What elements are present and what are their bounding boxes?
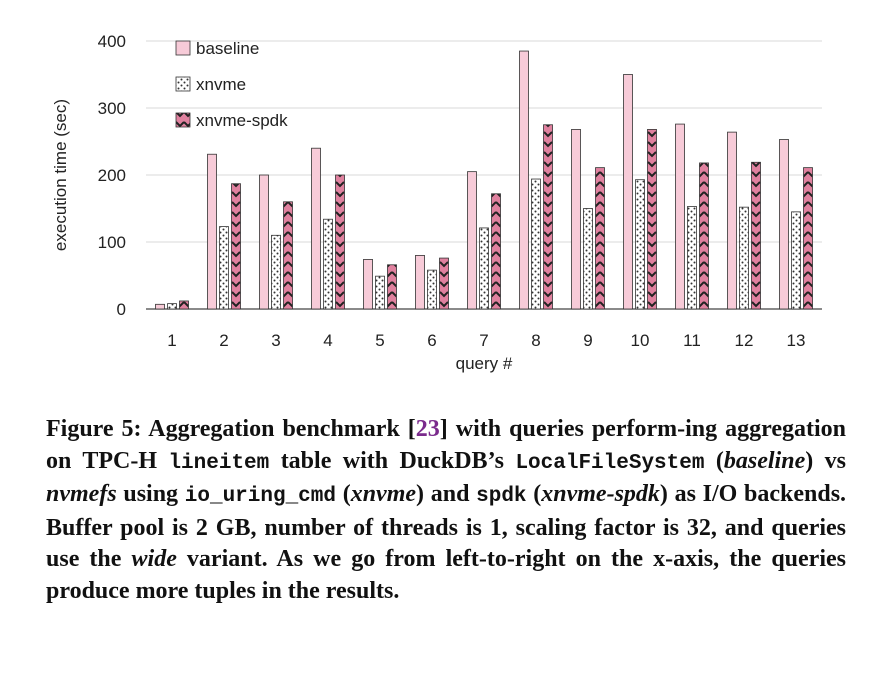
legend: baseline xnvme xnvme-spdk [175, 39, 288, 130]
bar-xnvme-spdk [595, 167, 605, 310]
legend-item-baseline: baseline [175, 39, 259, 58]
bar-baseline [415, 254, 425, 310]
legend-item-xnvme-spdk: xnvme-spdk [175, 111, 288, 130]
bar-baseline [259, 174, 269, 310]
bar-baseline [519, 50, 529, 310]
bar-baseline [155, 303, 165, 310]
bar-xnvme-spdk [335, 174, 345, 310]
bars-group [155, 50, 813, 310]
y-tick-label: 400 [98, 32, 126, 51]
citation-link[interactable]: 23 [415, 416, 440, 442]
bar-xnvme-spdk [491, 193, 501, 310]
x-tick-label: 5 [375, 331, 384, 350]
y-tick-label: 0 [117, 300, 126, 319]
x-tick-label: 4 [323, 331, 332, 350]
x-tick-label: 6 [427, 331, 436, 350]
x-tick-label: 7 [479, 331, 488, 350]
bar-xnvme [687, 206, 697, 310]
bar-baseline [467, 171, 477, 310]
bar-xnvme-spdk [231, 183, 241, 310]
bar-baseline [571, 129, 581, 310]
bar-xnvme-spdk [387, 264, 397, 310]
legend-label: xnvme [196, 75, 246, 94]
x-tick-label: 10 [631, 331, 650, 350]
figure-caption: Figure 5: Aggregation benchmark [23] wit… [46, 416, 847, 604]
bar-xnvme [167, 303, 177, 310]
bar-baseline [675, 123, 685, 310]
bar-xnvme [635, 179, 645, 310]
legend-swatch [175, 112, 191, 128]
y-tick-labels: 0 100 200 300 400 [98, 32, 126, 319]
legend-swatch [175, 76, 191, 92]
bar-xnvme-spdk [647, 129, 657, 310]
bar-baseline [363, 259, 373, 310]
legend-swatch [175, 40, 191, 56]
x-tick-label: 9 [583, 331, 592, 350]
y-tick-label: 200 [98, 166, 126, 185]
x-tick-labels: 1 2 3 4 5 6 7 8 9 10 11 12 13 [167, 331, 805, 350]
bar-xnvme [427, 269, 437, 310]
bar-baseline [311, 147, 321, 310]
bar-baseline [779, 139, 789, 310]
x-tick-label: 8 [531, 331, 540, 350]
bar-xnvme-spdk [283, 201, 293, 310]
bar-xnvme-spdk [699, 162, 709, 310]
x-tick-label: 1 [167, 331, 176, 350]
bar-xnvme [323, 218, 333, 310]
bar-xnvme [219, 226, 229, 310]
bar-xnvme [739, 206, 749, 310]
legend-item-xnvme: xnvme [175, 75, 246, 94]
y-tick-label: 100 [98, 233, 126, 252]
legend-label: xnvme-spdk [196, 111, 288, 130]
bar-xnvme-spdk [543, 124, 553, 310]
bar-xnvme-spdk [751, 161, 761, 310]
bar-xnvme [583, 208, 593, 310]
y-tick-label: 300 [98, 99, 126, 118]
bar-xnvme [375, 275, 385, 310]
x-tick-label: 12 [735, 331, 754, 350]
x-tick-label: 13 [787, 331, 806, 350]
bar-xnvme [479, 227, 489, 310]
bar-xnvme-spdk [439, 257, 449, 310]
bar-xnvme [791, 211, 801, 310]
bar-xnvme [271, 234, 281, 310]
bar-baseline [623, 74, 633, 310]
x-tick-label: 11 [683, 331, 701, 350]
bar-xnvme-spdk [179, 300, 189, 310]
bar-xnvme-spdk [803, 167, 813, 310]
bar-baseline [207, 153, 217, 310]
x-tick-label: 3 [271, 331, 280, 350]
x-tick-label: 2 [219, 331, 228, 350]
bar-xnvme [531, 178, 541, 310]
y-axis-label: execution time (sec) [51, 99, 70, 251]
bar-baseline [727, 131, 737, 310]
x-axis-label: query # [456, 354, 513, 373]
legend-label: baseline [196, 39, 259, 58]
